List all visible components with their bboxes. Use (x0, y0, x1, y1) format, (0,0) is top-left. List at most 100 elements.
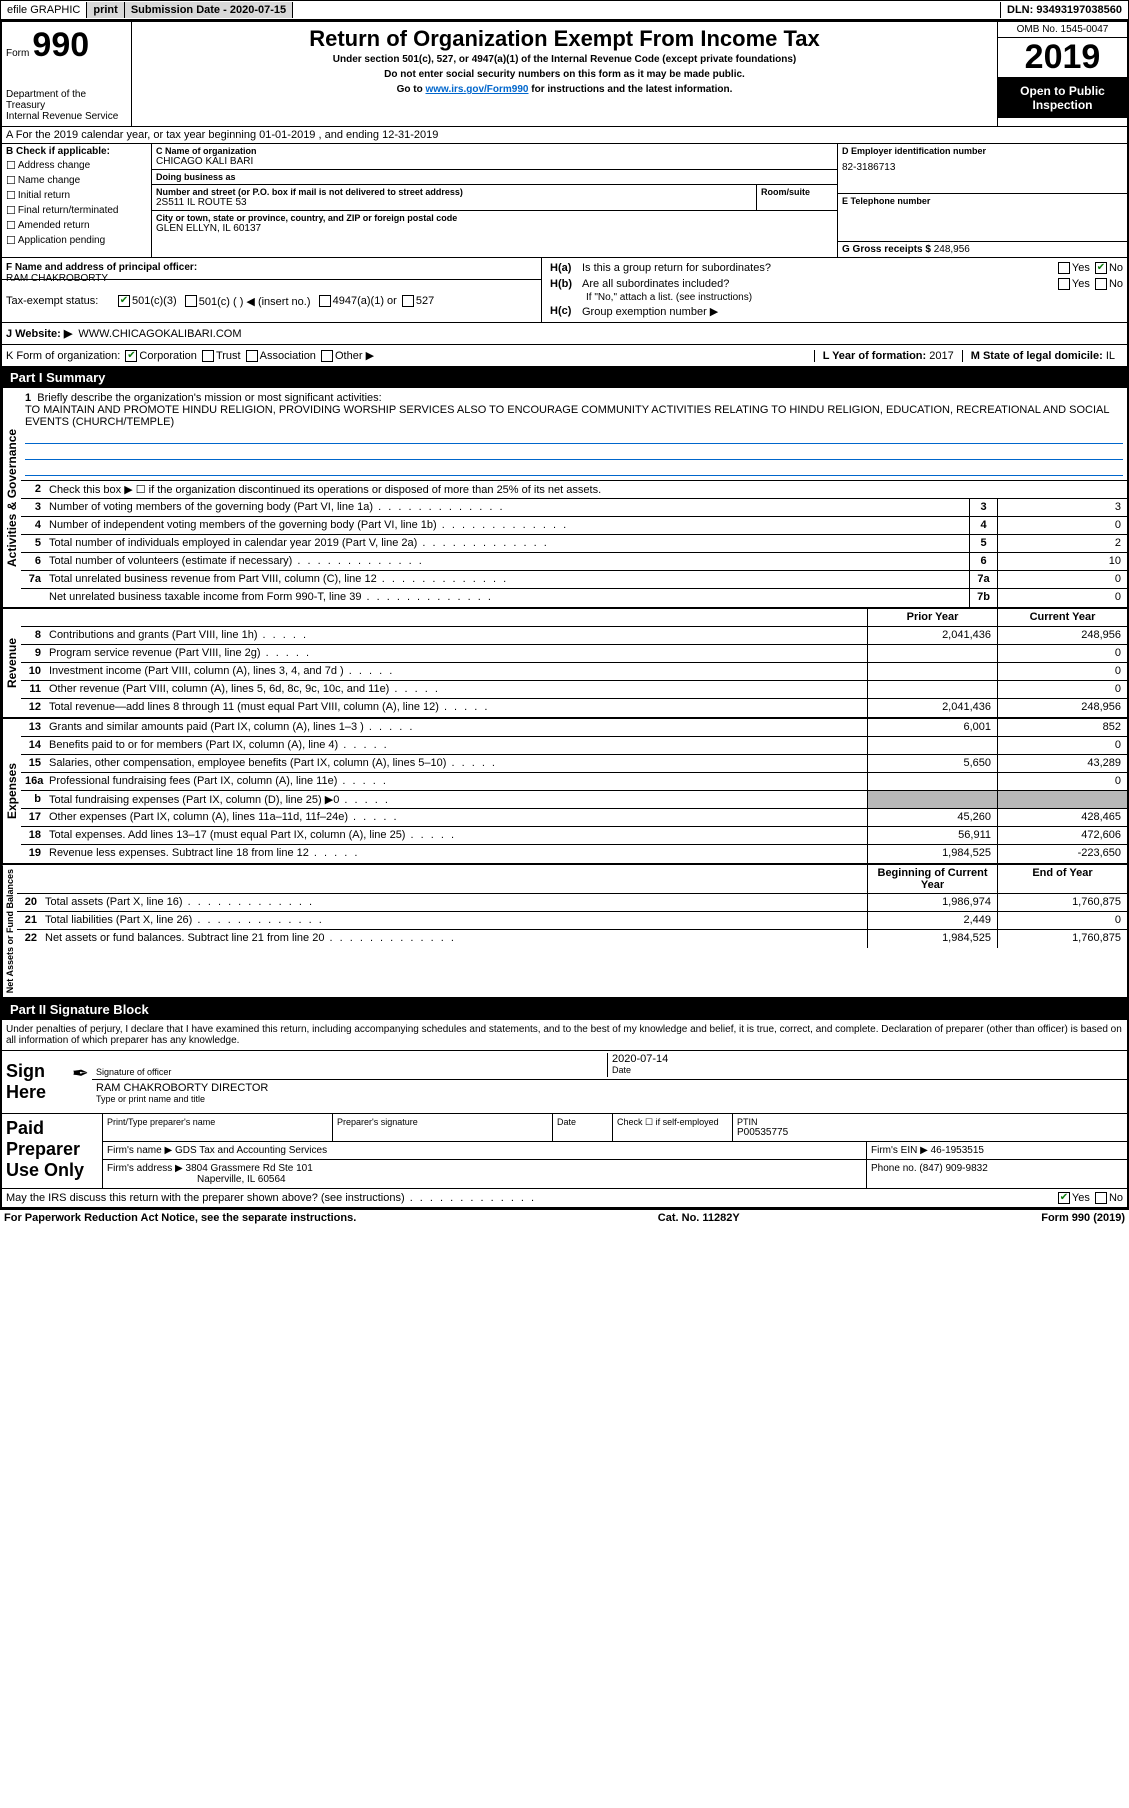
check-initial-return[interactable]: Initial return (6, 189, 147, 202)
check-4947[interactable] (319, 295, 331, 307)
check-501c3[interactable] (118, 295, 130, 307)
ha-yes[interactable]: Yes No (1056, 262, 1123, 274)
instruction-2: Go to www.irs.gov/Form990 for instructio… (136, 84, 993, 95)
rev-row: 10Investment income (Part VIII, column (… (21, 663, 1127, 681)
form-subtitle: Under section 501(c), 527, or 4947(a)(1)… (136, 54, 993, 65)
form-header: Form 990 Department of the Treasury Inte… (2, 22, 1127, 127)
address-cell: Number and street (or P.O. box if mail i… (152, 185, 837, 211)
part-1-header: Part I Summary (2, 367, 1127, 388)
form-label: Form (6, 48, 29, 59)
net-row: 20Total assets (Part X, line 16)1,986,97… (17, 894, 1127, 912)
sig-date: 2020-07-14 (612, 1053, 1123, 1065)
check-other[interactable] (321, 350, 333, 362)
submission-date: Submission Date - 2020-07-15 (125, 2, 293, 18)
website-value: WWW.CHICAGOKALIBARI.COM (78, 328, 241, 340)
tax-exempt-row: Tax-exempt status: 501(c)(3) 501(c) ( ) … (2, 279, 542, 323)
firm-name: GDS Tax and Accounting Services (175, 1145, 327, 1156)
header-left: Form 990 Department of the Treasury Inte… (2, 22, 132, 126)
irs-link[interactable]: www.irs.gov/Form990 (425, 84, 528, 95)
check-amended[interactable]: Amended return (6, 219, 147, 232)
omb-number: OMB No. 1545-0047 (998, 22, 1127, 38)
check-501c[interactable] (185, 295, 197, 307)
net-assets-section: Net Assets or Fund Balances Beginning of… (2, 865, 1127, 999)
state-domicile: M State of legal domicile: IL (962, 350, 1123, 362)
gross-receipts-cell: G Gross receipts $ 248,956 (838, 242, 1127, 257)
discuss-yesno[interactable]: Yes No (1056, 1192, 1123, 1204)
check-address-change[interactable]: Address change (6, 159, 147, 172)
ptin-value: P00535775 (737, 1127, 1123, 1138)
exp-row: 16aProfessional fundraising fees (Part I… (21, 773, 1127, 791)
gov-row: 7aTotal unrelated business revenue from … (21, 571, 1127, 589)
discuss-row: May the IRS discuss this return with the… (2, 1189, 1127, 1207)
part-2-header: Part II Signature Block (2, 999, 1127, 1020)
check-final-return[interactable]: Final return/terminated (6, 204, 147, 217)
check-trust[interactable] (202, 350, 214, 362)
exp-row: bTotal fundraising expenses (Part IX, co… (21, 791, 1127, 809)
section-de: D Employer identification number 82-3186… (837, 144, 1127, 257)
rev-row: 8Contributions and grants (Part VIII, li… (21, 627, 1127, 645)
check-pending[interactable]: Application pending (6, 234, 147, 247)
section-c: C Name of organization CHICAGO KALI BARI… (152, 144, 837, 257)
mission-text: TO MAINTAIN AND PROMOTE HINDU RELIGION, … (25, 404, 1109, 428)
hb-yesno[interactable]: Yes No (1056, 278, 1123, 290)
form-title: Return of Organization Exempt From Incom… (136, 26, 993, 52)
street-address: 2S511 IL ROUTE 53 (156, 197, 752, 208)
website-row: J Website: ▶ WWW.CHICAGOKALIBARI.COM (2, 323, 1127, 345)
revenue-label: Revenue (2, 609, 21, 717)
gov-row: 3Number of voting members of the governi… (21, 499, 1127, 517)
net-row: 21Total liabilities (Part X, line 26)2,4… (17, 912, 1127, 930)
print-button[interactable]: print (87, 2, 124, 18)
net-label: Net Assets or Fund Balances (2, 865, 17, 997)
gov-row: 6Total number of volunteers (estimate if… (21, 553, 1127, 571)
exp-row: 13Grants and similar amounts paid (Part … (21, 719, 1127, 737)
header-center: Return of Organization Exempt From Incom… (132, 22, 997, 126)
check-name-change[interactable]: Name change (6, 174, 147, 187)
city-state-zip: GLEN ELLYN, IL 60137 (156, 223, 833, 234)
exp-row: 15Salaries, other compensation, employee… (21, 755, 1127, 773)
rev-row: 9Program service revenue (Part VIII, lin… (21, 645, 1127, 663)
sign-here-row: Sign Here ✒ Signature of officer 2020-07… (2, 1051, 1127, 1114)
gross-receipts: 248,956 (934, 244, 970, 255)
form-number: 990 (32, 26, 89, 64)
check-association[interactable] (246, 350, 258, 362)
exp-row: 14Benefits paid to or for members (Part … (21, 737, 1127, 755)
top-bar: efile GRAPHIC print Submission Date - 20… (0, 0, 1129, 20)
pen-icon: ✒ (72, 1051, 92, 1113)
rev-row: 12Total revenue—add lines 8 through 11 (… (21, 699, 1127, 717)
expenses-label: Expenses (2, 719, 21, 863)
k-org-row: K Form of organization: Corporation Trus… (2, 345, 1127, 367)
rev-row: 11Other revenue (Part VIII, column (A), … (21, 681, 1127, 699)
firm-ein: 46-1953515 (931, 1145, 984, 1156)
form-container: Form 990 Department of the Treasury Inte… (0, 20, 1129, 1209)
check-527[interactable] (402, 295, 414, 307)
gov-row: 5Total number of individuals employed in… (21, 535, 1127, 553)
instruction-1: Do not enter social security numbers on … (136, 69, 993, 80)
section-b: B Check if applicable: Address change Na… (2, 144, 152, 257)
exp-row: 18Total expenses. Add lines 13–17 (must … (21, 827, 1127, 845)
check-corporation[interactable] (125, 350, 137, 362)
org-name: CHICAGO KALI BARI (156, 156, 833, 167)
preparer-section: Paid Preparer Use Only Print/Type prepar… (2, 1114, 1127, 1189)
expenses-section: Expenses 13Grants and similar amounts pa… (2, 719, 1127, 865)
net-row: 22Net assets or fund balances. Subtract … (17, 930, 1127, 948)
tax-year: 2019 (998, 38, 1127, 78)
governance-section: Activities & Governance 1 Briefly descri… (2, 388, 1127, 609)
ein-cell: D Employer identification number 82-3186… (838, 144, 1127, 194)
exp-row: 19Revenue less expenses. Subtract line 1… (21, 845, 1127, 863)
ein-value: 82-3186713 (842, 162, 1123, 173)
department: Department of the Treasury Internal Reve… (6, 89, 127, 122)
open-to-public: Open to Public Inspection (998, 78, 1127, 118)
year-formation: L Year of formation: 2017 (814, 350, 962, 362)
phone-cell: E Telephone number (838, 194, 1127, 242)
gov-row: 4Number of independent voting members of… (21, 517, 1127, 535)
governance-label: Activities & Governance (2, 388, 21, 607)
officer-name-title: RAM CHAKROBORTY DIRECTOR (96, 1082, 1123, 1094)
mission-box: 1 Briefly describe the organization's mi… (21, 388, 1127, 481)
efile-label: efile GRAPHIC (1, 2, 87, 18)
gov-row: Net unrelated business taxable income fr… (21, 589, 1127, 607)
firm-phone: (847) 909-9832 (919, 1163, 987, 1174)
info-grid: B Check if applicable: Address change Na… (2, 144, 1127, 258)
row-a-tax-year: A For the 2019 calendar year, or tax yea… (2, 127, 1127, 144)
city-cell: City or town, state or province, country… (152, 211, 837, 236)
header-right: OMB No. 1545-0047 2019 Open to Public In… (997, 22, 1127, 126)
